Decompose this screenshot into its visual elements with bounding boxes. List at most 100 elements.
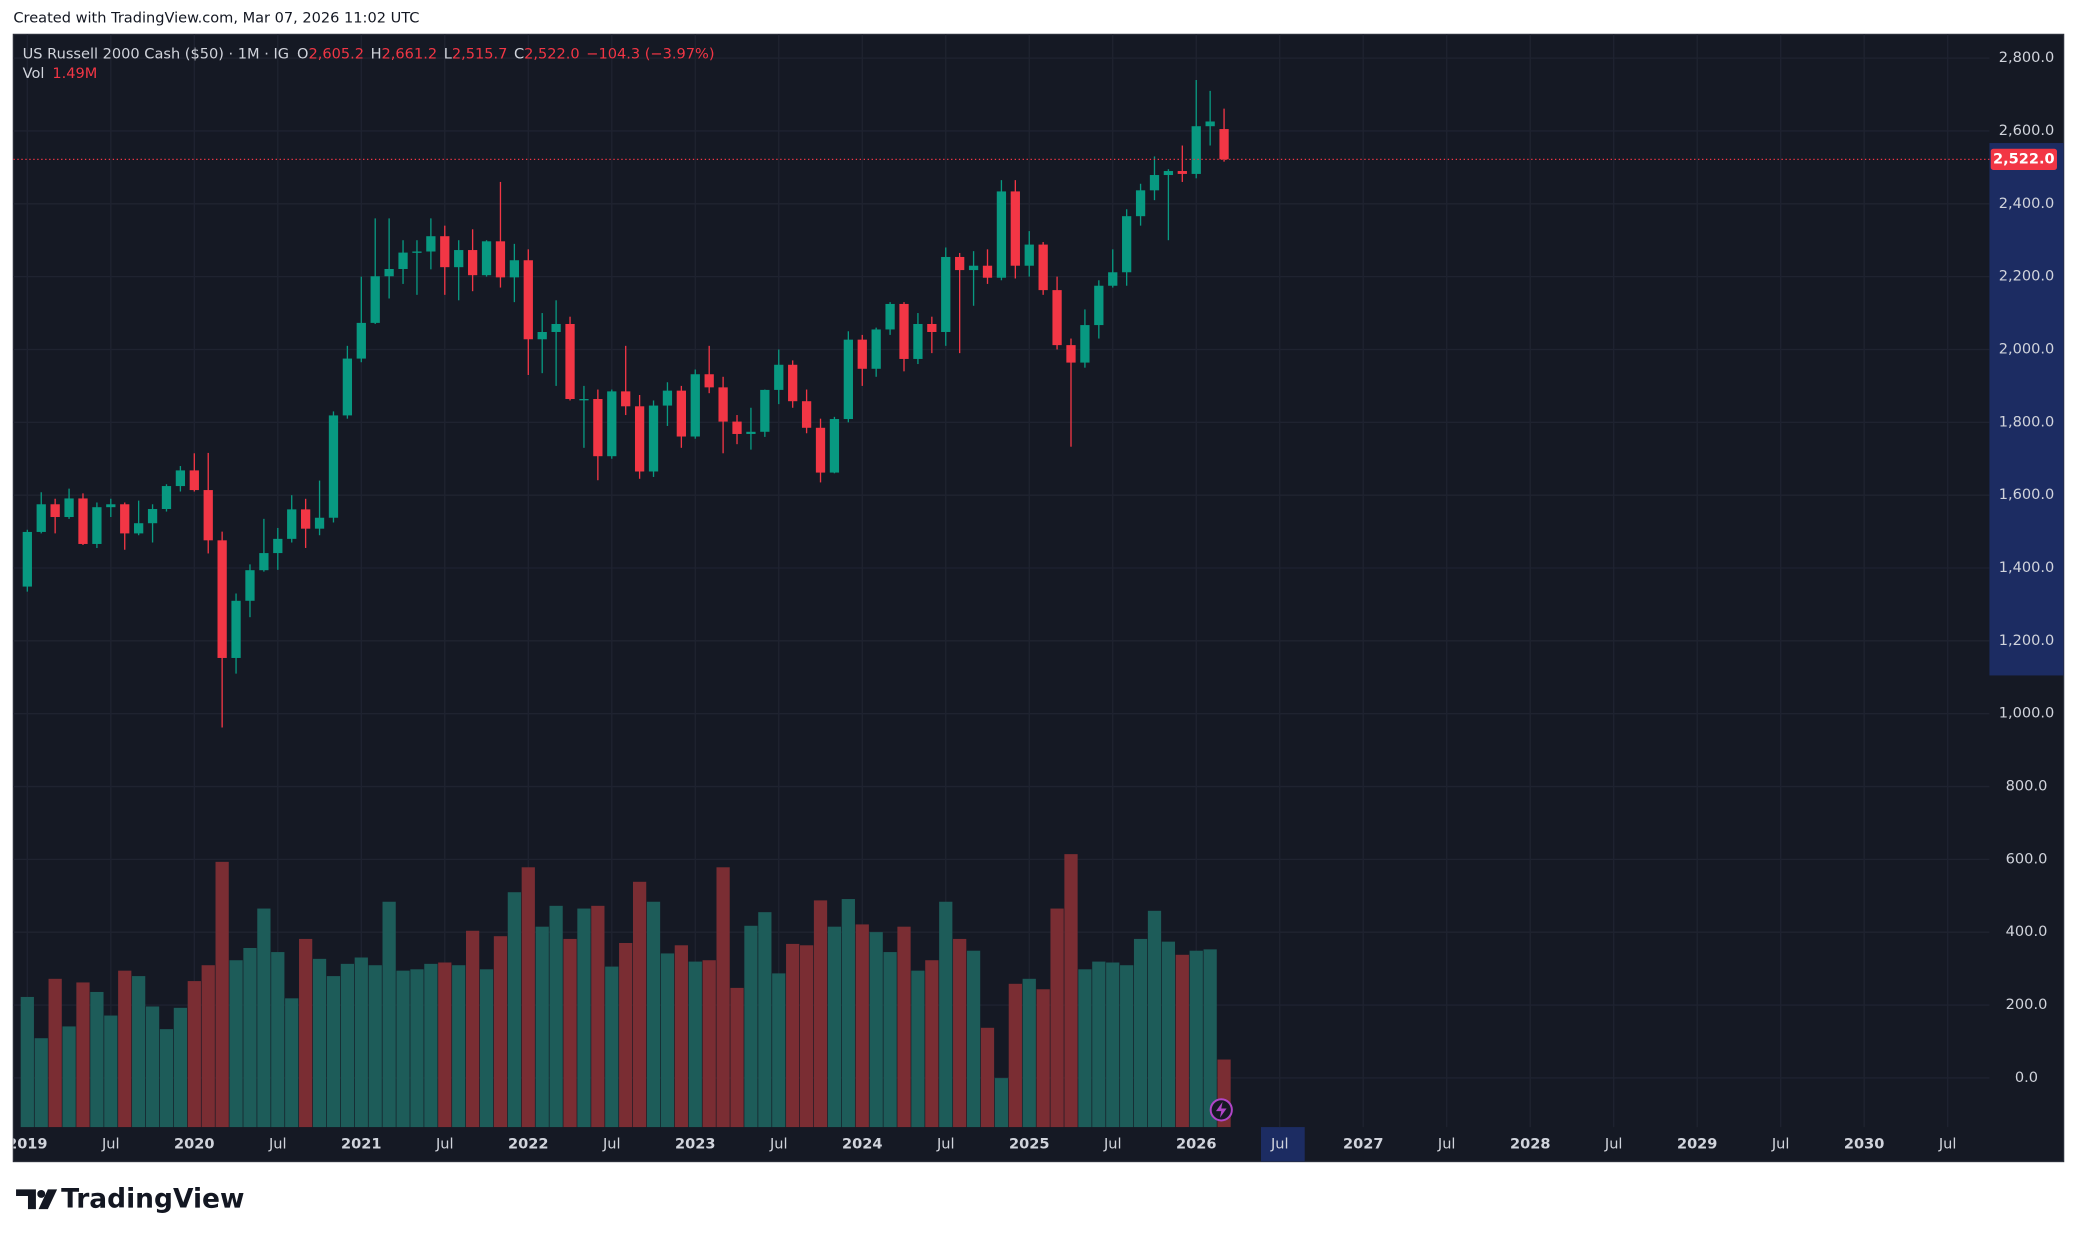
- volume-bar: [271, 952, 285, 1128]
- candle-body: [885, 303, 895, 330]
- candle-body: [50, 504, 60, 518]
- y-tick-label: 0.0: [2015, 1069, 2038, 1086]
- ohlc-value: 2,605.2: [308, 45, 364, 62]
- volume-bar: [452, 965, 466, 1128]
- candle-body: [22, 531, 32, 587]
- y-tick-label: 200.0: [2006, 996, 2048, 1013]
- candle-body: [106, 504, 116, 508]
- volume-bar: [1036, 989, 1050, 1128]
- volume-bar: [229, 960, 243, 1128]
- volume-bar: [173, 1007, 188, 1128]
- candle-body: [1024, 244, 1034, 266]
- candle-body: [1149, 175, 1160, 191]
- x-tick-label: 2025: [1009, 1135, 1050, 1152]
- symbol-title: US Russell 2000 Cash ($50) · 1M · IG: [23, 45, 289, 62]
- x-tick-label: Jul: [769, 1135, 788, 1152]
- y-tick-label: 1,800.0: [1999, 413, 2055, 430]
- candle-body: [1094, 285, 1104, 326]
- volume-bar: [939, 901, 953, 1128]
- ohlc-value: 2,515.7: [452, 45, 508, 62]
- candle-body: [300, 509, 311, 529]
- y-tick-label: 400.0: [2006, 923, 2048, 940]
- y-tick-label: 800.0: [2006, 778, 2048, 795]
- volume-bar: [354, 957, 368, 1128]
- volume-bar: [1175, 954, 1189, 1128]
- candle-body: [356, 322, 366, 359]
- y-tick-label: 2,600.0: [1999, 122, 2055, 139]
- volume-bar: [424, 963, 438, 1128]
- candle-body: [175, 470, 186, 487]
- volume-bar: [549, 905, 563, 1128]
- volume-bar: [730, 987, 744, 1128]
- candle-body: [440, 236, 450, 268]
- volume-bar: [1120, 965, 1134, 1128]
- y-tick-label: 600.0: [2006, 850, 2048, 867]
- x-tick-label: 2021: [341, 1135, 381, 1152]
- volume-bar: [1161, 941, 1176, 1128]
- candle-body: [843, 339, 853, 420]
- volume-bar: [201, 965, 215, 1128]
- volume-bar: [1008, 983, 1022, 1128]
- candle-body: [760, 389, 770, 432]
- last-price-tag: [1990, 148, 2057, 170]
- candle-body: [676, 390, 686, 437]
- candle-body: [718, 387, 728, 422]
- candle-body: [92, 507, 102, 544]
- candle-body: [217, 540, 227, 658]
- candle-body: [648, 405, 659, 472]
- candle-body: [370, 276, 380, 323]
- volume-bar: [118, 970, 132, 1128]
- candle-body: [634, 406, 645, 472]
- volume-bar: [772, 973, 786, 1128]
- volume-bar: [619, 943, 633, 1128]
- candle-body: [509, 260, 520, 278]
- candle-body: [774, 364, 784, 390]
- volume-bar: [382, 901, 396, 1128]
- candle-body: [189, 470, 199, 491]
- volume-bar: [312, 958, 327, 1128]
- candle-body: [565, 323, 575, 400]
- volume-bar: [883, 952, 897, 1128]
- volume-bar: [855, 924, 869, 1128]
- legend-line: Vol 1.49M: [23, 65, 98, 82]
- event-icon[interactable]: [1209, 1098, 1233, 1122]
- volume-bar: [90, 991, 104, 1128]
- candle-body: [968, 265, 979, 271]
- y-tick-label: 1,600.0: [1999, 486, 2055, 503]
- x-tick-label: 2027: [1343, 1135, 1383, 1152]
- volume-bar: [145, 1006, 160, 1128]
- volume-bar: [799, 945, 814, 1128]
- x-tick-label: Jul: [1771, 1135, 1790, 1152]
- volume-bar: [591, 905, 605, 1128]
- volume-bar: [521, 867, 535, 1128]
- volume-bar: [368, 965, 382, 1128]
- volume-bar: [1147, 910, 1162, 1128]
- volume-bar: [632, 881, 647, 1128]
- volume-bar: [132, 976, 146, 1128]
- y-tick-label: 2,400.0: [1999, 195, 2055, 212]
- candle-body: [314, 517, 325, 529]
- candle-body: [259, 553, 269, 571]
- volume-bar: [744, 925, 758, 1128]
- candle-body: [36, 504, 46, 532]
- ohlc-key: H: [371, 45, 382, 62]
- volume-bar: [159, 1029, 174, 1128]
- y-tick-label: 1,000.0: [1999, 705, 2055, 722]
- y-tick-label: 1,400.0: [1999, 559, 2055, 576]
- candle-body: [788, 364, 798, 402]
- x-tick-label: Jul: [1437, 1135, 1456, 1152]
- volume-bar: [104, 1015, 118, 1128]
- volume-bar: [646, 901, 661, 1128]
- volume-bar: [396, 970, 410, 1128]
- candle-body: [454, 250, 464, 268]
- ohlc-key: O: [297, 45, 308, 62]
- candle-body: [801, 401, 812, 428]
- candle-body: [523, 260, 533, 340]
- candle-body: [134, 523, 144, 534]
- volume-bar: [953, 938, 967, 1128]
- ohlc-key: L: [444, 45, 453, 62]
- candle-body: [161, 486, 172, 510]
- volume-bar: [605, 966, 619, 1128]
- candle-body: [829, 419, 840, 473]
- volume-bar: [1092, 961, 1106, 1128]
